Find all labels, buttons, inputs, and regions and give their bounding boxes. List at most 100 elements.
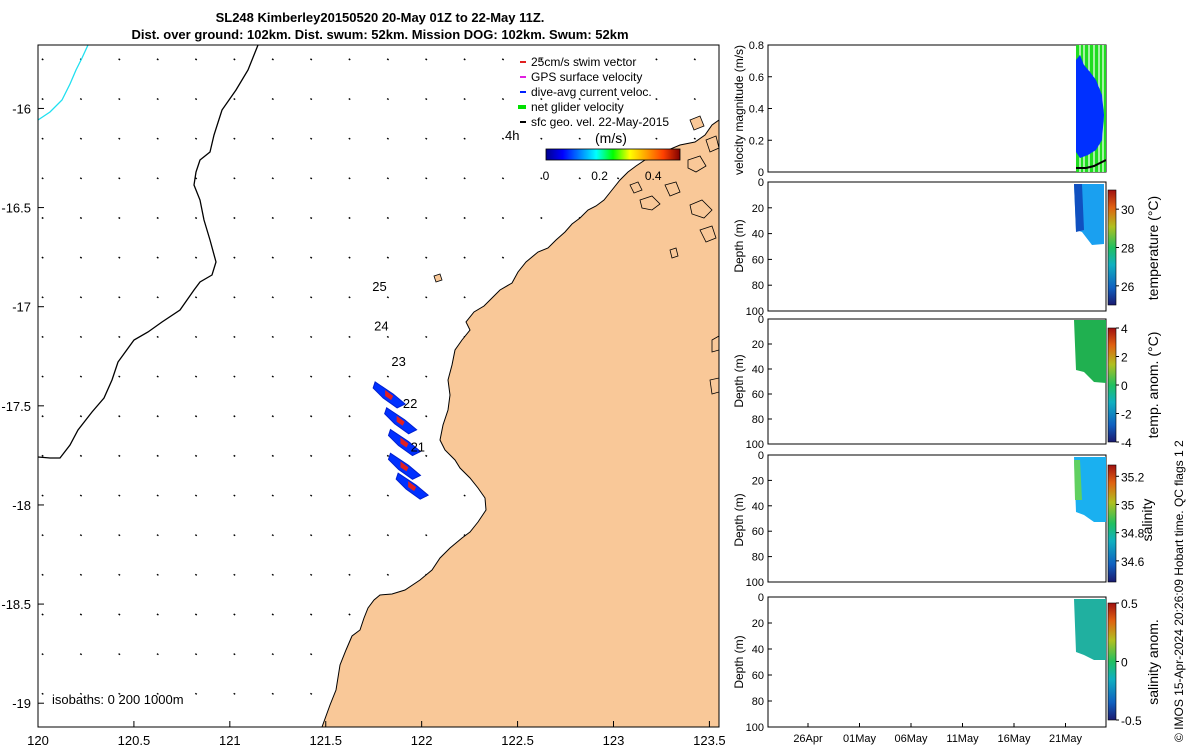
- title-line-2: Dist. over ground: 102km. Dist. swum: 52…: [131, 27, 629, 42]
- salinity-panel: Depth (m): [732, 454, 1107, 583]
- salinity-anomaly-colorbar-label: salinity anom.: [1145, 619, 1161, 705]
- depth-tick-label: 60: [752, 254, 764, 266]
- temperature-section-cold: [1074, 184, 1084, 232]
- dive-avg-velocity: [1076, 55, 1104, 158]
- colorbar-tick-label: 4: [1121, 322, 1128, 336]
- map-axes: 120 120.5 121 121.5 122 122.5 123 123.5 -16 -16.5…: [1, 101, 725, 748]
- map-colorbar-label: (m/s): [595, 130, 627, 146]
- depth-tick-label: 0: [758, 177, 764, 189]
- day-label: 22: [403, 396, 417, 411]
- colorbar-tick-label: 28: [1121, 242, 1135, 256]
- depth-tick-label: 20: [752, 618, 764, 630]
- salinity-anomaly-panel: Depth (m): [732, 596, 1107, 728]
- depth-tick-label: 60: [752, 526, 764, 538]
- colorbar-tick-label: -4: [1121, 436, 1132, 450]
- map-y-tick-label: -18: [12, 498, 31, 513]
- velocity-ylabel: velocity magnitude (m/s): [732, 45, 746, 175]
- swim-vector: [400, 437, 409, 448]
- depth-tick-label: 100: [746, 722, 764, 734]
- salinity-section-fresh: [1074, 460, 1082, 500]
- map-legend: 25cm/s swim vector GPS surface velocity …: [518, 55, 669, 129]
- legend-gps-velocity: GPS surface velocity: [531, 70, 642, 84]
- swim-vector: [400, 461, 409, 472]
- colorbar-tick-label: -0.5: [1121, 714, 1142, 728]
- depth-tick-label: 40: [752, 644, 764, 656]
- time-step-label: 4h: [505, 128, 519, 143]
- time-tick-label: 01May: [843, 733, 877, 745]
- colorbar-tick-label: 35.2: [1121, 470, 1145, 484]
- depth-tick-label: 0: [758, 314, 764, 326]
- temperature-colorbar-label: temperature (°C): [1145, 196, 1161, 300]
- depth-tick-label: 80: [752, 280, 764, 292]
- map-y-tick-label: -16.5: [1, 201, 31, 216]
- time-tick-label: 06May: [894, 733, 928, 745]
- legend-dive-avg: dive-avg current veloc.: [531, 85, 652, 99]
- map-y-tick-label: -19: [12, 696, 31, 711]
- map-colorbar-tick: 0.4: [645, 169, 662, 183]
- time-tick-label: 16May: [997, 733, 1031, 745]
- day-label: 25: [372, 279, 386, 294]
- salinity-anomaly-section: [1074, 599, 1106, 660]
- legend-sfc-geo: sfc geo. vel. 22-May-2015: [531, 115, 669, 129]
- map-colorbar-tick: 0.2: [591, 169, 608, 183]
- map-x-tick-label: 122.5: [501, 733, 534, 748]
- salinity-colorbar: salinity: [1107, 464, 1155, 583]
- colorbar-tick-label: 0: [1121, 379, 1128, 393]
- temperature-colorbar: temperature (°C): [1107, 189, 1161, 306]
- title-line-1: SL248 Kimberley20150520 20-May 01Z to 22…: [215, 10, 545, 25]
- map-y-tick-label: -17.5: [1, 399, 31, 414]
- day-label: 24: [374, 318, 388, 333]
- velocity-tick-label: 0.8: [749, 40, 764, 52]
- velocity-data: [1076, 45, 1107, 172]
- temp-anomaly-ylabel: Depth (m): [732, 354, 746, 407]
- depth-tick-label: 60: [752, 389, 764, 401]
- depth-tick-label: 80: [752, 414, 764, 426]
- map-x-tick-label: 122: [411, 733, 433, 748]
- legend-net-glider: net glider velocity: [531, 100, 624, 114]
- map-colorbar: (m/s) 0 0.2 0.4: [543, 130, 681, 183]
- depth-tick-label: 100: [746, 577, 764, 589]
- depth-tick-label: 20: [752, 203, 764, 215]
- footer-note: © IMOS 15-Apr-2024 20:26:09 Hobart time.…: [1172, 440, 1186, 742]
- map-colorbar-tick: 0: [543, 169, 550, 183]
- isobath-legend: isobaths: 0 200 1000m: [52, 692, 184, 707]
- map-x-tick-label: 123.5: [693, 733, 726, 748]
- map-x-tick-label: 123: [603, 733, 625, 748]
- profile-panel-axes: 00.20.40.60.8020406080100020406080100020…: [746, 40, 1145, 745]
- salinity-colorbar-label: salinity: [1139, 499, 1155, 542]
- swim-vector: [385, 389, 394, 400]
- depth-tick-label: 40: [752, 501, 764, 513]
- depth-tick-label: 20: [752, 475, 764, 487]
- temp-anomaly-panel: Depth (m): [732, 318, 1107, 445]
- velocity-tick-label: 0.4: [749, 104, 764, 116]
- map-y-tick-label: -18.5: [1, 597, 31, 612]
- velocity-tick-label: 0: [758, 167, 764, 179]
- colorbar-tick-label: 30: [1121, 203, 1135, 217]
- map-x-tick-label: 121: [219, 733, 241, 748]
- colorbar-tick-label: 0.5: [1121, 597, 1138, 611]
- swim-vector: [408, 481, 417, 492]
- velocity-tick-label: 0.6: [749, 72, 764, 84]
- depth-tick-label: 0: [758, 450, 764, 462]
- time-tick-label: 21May: [1049, 733, 1083, 745]
- time-tick-label: 11May: [946, 733, 979, 745]
- depth-tick-label: 80: [752, 696, 764, 708]
- profile-panels: velocity magnitude (m/s) Depth (m) Depth…: [732, 40, 1186, 745]
- velocity-panel: velocity magnitude (m/s): [732, 44, 1107, 175]
- day-label: 23: [391, 354, 405, 369]
- map-y-tick-label: -17: [12, 300, 31, 315]
- colorbar-tick-label: 34.6: [1121, 555, 1145, 569]
- legend-swim-vector: 25cm/s swim vector: [531, 55, 636, 69]
- day-label: 21: [411, 439, 425, 454]
- temperature-ylabel: Depth (m): [732, 219, 746, 272]
- map-y-tick-label: -16: [12, 101, 31, 116]
- temp-anomaly-colorbar: temp. anom. (°C): [1107, 327, 1161, 443]
- depth-tick-label: 40: [752, 229, 764, 241]
- colorbar-tick-label: 0: [1121, 656, 1128, 670]
- coastal-islands: [433, 115, 719, 395]
- map-x-tick-label: 120: [27, 733, 49, 748]
- depth-tick-label: 0: [758, 592, 764, 604]
- velocity-tick-label: 0.2: [749, 135, 764, 147]
- salinity-anomaly-ylabel: Depth (m): [732, 635, 746, 688]
- depth-tick-label: 100: [746, 439, 764, 451]
